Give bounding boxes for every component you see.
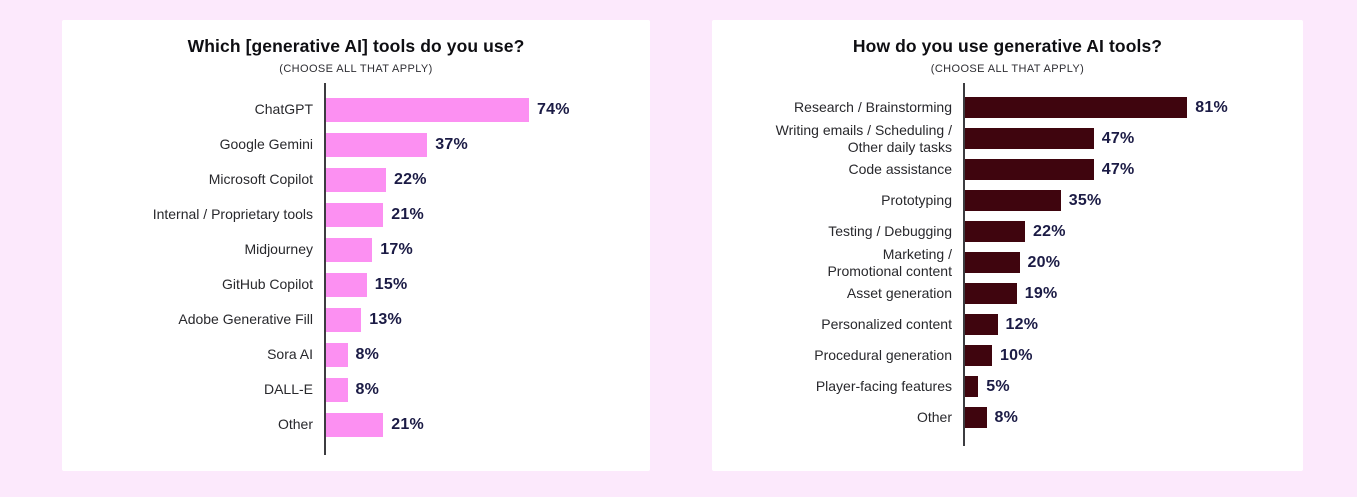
chart-subtitle: (CHOOSE ALL THAT APPLY) <box>930 63 1085 75</box>
value-label: 13% <box>369 310 402 328</box>
category-label: Testing / Debugging <box>828 223 952 240</box>
value-label: 37% <box>435 135 468 153</box>
category-label: Other <box>277 416 313 433</box>
category-label: Personalized content <box>821 316 952 333</box>
chart-panel-usage-types: How do you use generative AI tools? (CHO… <box>712 20 1303 471</box>
bar <box>325 342 348 367</box>
value-label: 47% <box>1101 160 1135 178</box>
value-label: 20% <box>1027 253 1061 271</box>
bar-row: Microsoft Copilot 22% <box>62 162 650 197</box>
bar-row: Other 21% <box>62 407 650 442</box>
bar-row: Internal / Proprietary tools 21% <box>62 197 650 232</box>
bar <box>325 412 384 437</box>
category-label: Midjourney <box>244 241 313 258</box>
value-label: 47% <box>1101 129 1135 147</box>
category-label: Other <box>916 409 952 426</box>
value-label: 35% <box>1068 191 1102 209</box>
bar-row: Marketing / Promotional content 20% <box>712 245 1303 279</box>
value-label: 74% <box>537 100 570 118</box>
category-label: DALL-E <box>263 381 313 398</box>
value-label: 81% <box>1195 98 1228 116</box>
value-label: 19% <box>1024 284 1058 302</box>
category-label: ChatGPT <box>254 101 313 118</box>
bar-row: Prototyping 35% <box>712 185 1303 216</box>
bar-row: Research / Brainstorming 81% <box>712 92 1303 123</box>
category-label: Google Gemini <box>219 136 313 153</box>
bar <box>325 132 428 157</box>
category-label: Code assistance <box>848 161 952 178</box>
category-label: Marketing / Promotional content <box>827 245 952 279</box>
bar-row: Writing emails / Scheduling / Other dail… <box>712 121 1303 155</box>
bar-row: Player-facing features 5% <box>712 371 1303 402</box>
bar <box>964 190 1061 211</box>
category-label: Asset generation <box>846 285 952 302</box>
bar <box>325 167 386 192</box>
bar <box>325 272 367 297</box>
bar-row: GitHub Copilot 15% <box>62 267 650 302</box>
bar <box>964 345 992 366</box>
chart-title: How do you use generative AI tools? <box>852 36 1163 56</box>
chart-panel-tools-used: Which [generative AI] tools do you use? … <box>62 20 650 471</box>
bar-row: Midjourney 17% <box>62 232 650 267</box>
category-label: Player-facing features <box>815 378 952 395</box>
category-label: Prototyping <box>881 192 952 209</box>
bar-row: Testing / Debugging 22% <box>712 216 1303 247</box>
bar-row: Google Gemini 37% <box>62 127 650 162</box>
bar-row: Code assistance 47% <box>712 154 1303 185</box>
bar <box>964 159 1094 180</box>
bar <box>325 307 362 332</box>
bar-chart-usage-types: Research / Brainstorming 81% Writing email… <box>712 83 1303 446</box>
bar-row: Asset generation 19% <box>712 278 1303 309</box>
bar <box>325 377 348 402</box>
bar-chart-tools-used: ChatGPT 74% Google Gemini 37% Microsoft Copi… <box>62 83 650 455</box>
y-axis-line <box>324 83 326 455</box>
bar <box>964 221 1025 242</box>
bar <box>325 97 529 122</box>
bar <box>325 237 373 262</box>
value-label: 21% <box>391 415 424 433</box>
value-label: 21% <box>391 205 424 223</box>
bar-row: Procedural generation 10% <box>712 340 1303 371</box>
value-label: 17% <box>380 240 413 258</box>
bar <box>964 407 987 428</box>
bar-row: Sora AI 8% <box>62 337 650 372</box>
value-label: 15% <box>374 275 408 293</box>
category-label: Writing emails / Scheduling / Other dail… <box>775 121 952 155</box>
value-label: 12% <box>1005 315 1039 333</box>
category-label: GitHub Copilot <box>221 276 313 293</box>
value-label: 22% <box>394 170 427 188</box>
value-label: 10% <box>1000 346 1033 364</box>
category-label: Microsoft Copilot <box>208 171 313 188</box>
value-label: 5% <box>986 377 1010 395</box>
bar <box>964 97 1188 118</box>
bar <box>964 376 979 397</box>
value-label: 8% <box>355 380 380 398</box>
bar <box>964 128 1094 149</box>
bar-row: Personalized content 12% <box>712 309 1303 340</box>
category-label: Adobe Generative Fill <box>178 311 313 328</box>
bar <box>325 202 384 227</box>
category-label: Sora AI <box>267 346 313 363</box>
y-axis-line <box>963 83 965 446</box>
bar-row: ChatGPT 74% <box>62 92 650 127</box>
bar <box>964 314 998 335</box>
value-label: 8% <box>355 345 380 363</box>
chart-subtitle: (CHOOSE ALL THAT APPLY) <box>279 63 433 75</box>
bar-row: Adobe Generative Fill 13% <box>62 302 650 337</box>
bar <box>964 252 1020 273</box>
bar-row: Other 8% <box>712 402 1303 433</box>
category-label: Internal / Proprietary tools <box>152 206 313 223</box>
value-label: 22% <box>1033 222 1066 240</box>
category-label: Procedural generation <box>814 347 952 364</box>
bar <box>964 283 1017 304</box>
category-label: Research / Brainstorming <box>794 99 952 116</box>
value-label: 8% <box>994 408 1019 426</box>
chart-title: Which [generative AI] tools do you use? <box>187 36 525 56</box>
bar-row: DALL-E 8% <box>62 372 650 407</box>
